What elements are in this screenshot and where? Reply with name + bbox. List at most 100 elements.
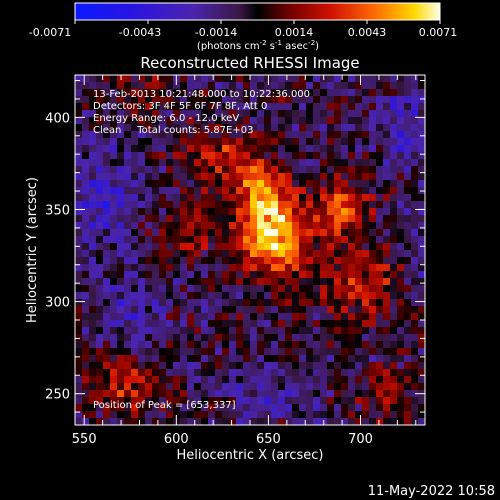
- heatmap-cell: [320, 117, 328, 125]
- heatmap-cell: [250, 180, 258, 188]
- heatmap-cell: [173, 173, 181, 181]
- heatmap-cell: [75, 355, 83, 363]
- heatmap-cell: [194, 89, 202, 97]
- heatmap-cell: [152, 404, 160, 412]
- heatmap-cell: [180, 96, 188, 104]
- heatmap-cell: [278, 187, 286, 195]
- heatmap-cell: [236, 110, 244, 118]
- heatmap-cell: [376, 250, 384, 258]
- heatmap-cell: [187, 250, 195, 258]
- heatmap-cell: [264, 145, 272, 153]
- heatmap-cell: [397, 180, 405, 188]
- heatmap-cell: [110, 159, 118, 167]
- heatmap-cell: [187, 376, 195, 384]
- heatmap-cell: [75, 292, 83, 300]
- heatmap-cell: [82, 264, 90, 272]
- heatmap-cell: [369, 159, 377, 167]
- heatmap-cell: [96, 159, 104, 167]
- heatmap-cell: [236, 418, 244, 426]
- heatmap-cell: [348, 313, 356, 321]
- heatmap-cell: [117, 271, 125, 279]
- heatmap-cell: [145, 103, 153, 111]
- heatmap-cell: [397, 341, 405, 349]
- heatmap-cell: [96, 89, 104, 97]
- heatmap-cell: [397, 96, 405, 104]
- heatmap-cell: [180, 103, 188, 111]
- heatmap-cell: [264, 117, 272, 125]
- heatmap-cell: [243, 208, 251, 216]
- heatmap-cell: [96, 96, 104, 104]
- heatmap-cell: [271, 89, 279, 97]
- heatmap-cell: [89, 215, 97, 223]
- heatmap-cell: [215, 313, 223, 321]
- heatmap-cell: [278, 152, 286, 160]
- heatmap-cell: [306, 166, 314, 174]
- heatmap-cell: [166, 306, 174, 314]
- annotation-peak-position: Position of Peak = [653,337]: [93, 400, 236, 411]
- heatmap-cell: [320, 145, 328, 153]
- heatmap-cell: [222, 299, 230, 307]
- heatmap-cell: [138, 299, 146, 307]
- heatmap-cell: [236, 411, 244, 419]
- heatmap-cell: [82, 159, 90, 167]
- heatmap-cell: [82, 362, 90, 370]
- heatmap-cell: [96, 404, 104, 412]
- heatmap-cell: [271, 341, 279, 349]
- heatmap-cell: [285, 320, 293, 328]
- heatmap-cell: [194, 145, 202, 153]
- heatmap-cell: [397, 117, 405, 125]
- heatmap-cell: [222, 124, 230, 132]
- heatmap-cell: [117, 208, 125, 216]
- heatmap-cell: [145, 306, 153, 314]
- heatmap-cell: [313, 418, 321, 426]
- heatmap-cell: [264, 215, 272, 223]
- heatmap-cell: [152, 110, 160, 118]
- heatmap-cell: [229, 390, 237, 398]
- heatmap-cell: [166, 243, 174, 251]
- heatmap-cell: [75, 82, 83, 90]
- heatmap-cell: [390, 180, 398, 188]
- heatmap-cell: [75, 411, 83, 419]
- heatmap-cell: [222, 285, 230, 293]
- heatmap-cell: [82, 306, 90, 314]
- heatmap-cell: [131, 222, 139, 230]
- heatmap-cell: [376, 180, 384, 188]
- heatmap-cell: [418, 285, 426, 293]
- heatmap-cell: [229, 355, 237, 363]
- heatmap-cell: [355, 152, 363, 160]
- heatmap-cell: [404, 194, 412, 202]
- heatmap-cell: [355, 264, 363, 272]
- heatmap-cell: [110, 222, 118, 230]
- heatmap-cell: [341, 264, 349, 272]
- heatmap-cell: [320, 152, 328, 160]
- heatmap-cell: [257, 362, 265, 370]
- heatmap-cell: [152, 201, 160, 209]
- heatmap-cell: [145, 152, 153, 160]
- heatmap-cell: [355, 369, 363, 377]
- heatmap-cell: [271, 376, 279, 384]
- heatmap-cell: [96, 285, 104, 293]
- heatmap-cell: [236, 166, 244, 174]
- heatmap-cell: [194, 194, 202, 202]
- heatmap-cell: [355, 96, 363, 104]
- heatmap-cell: [89, 201, 97, 209]
- heatmap-cell: [145, 145, 153, 153]
- heatmap-cell: [327, 390, 335, 398]
- heatmap-cell: [215, 145, 223, 153]
- heatmap-cell: [264, 397, 272, 405]
- heatmap-cell: [250, 82, 258, 90]
- heatmap-cell: [243, 96, 251, 104]
- heatmap-cell: [390, 390, 398, 398]
- heatmap-cell: [383, 75, 391, 83]
- heatmap-cell: [411, 264, 419, 272]
- heatmap-cell: [362, 124, 370, 132]
- heatmap-cell: [222, 327, 230, 335]
- heatmap-cell: [131, 82, 139, 90]
- heatmap-cell: [75, 271, 83, 279]
- heatmap-cell: [89, 278, 97, 286]
- heatmap-cell: [306, 271, 314, 279]
- heatmap-cell: [320, 271, 328, 279]
- heatmap-cell: [75, 376, 83, 384]
- heatmap-cell: [229, 411, 237, 419]
- heatmap-cell: [278, 411, 286, 419]
